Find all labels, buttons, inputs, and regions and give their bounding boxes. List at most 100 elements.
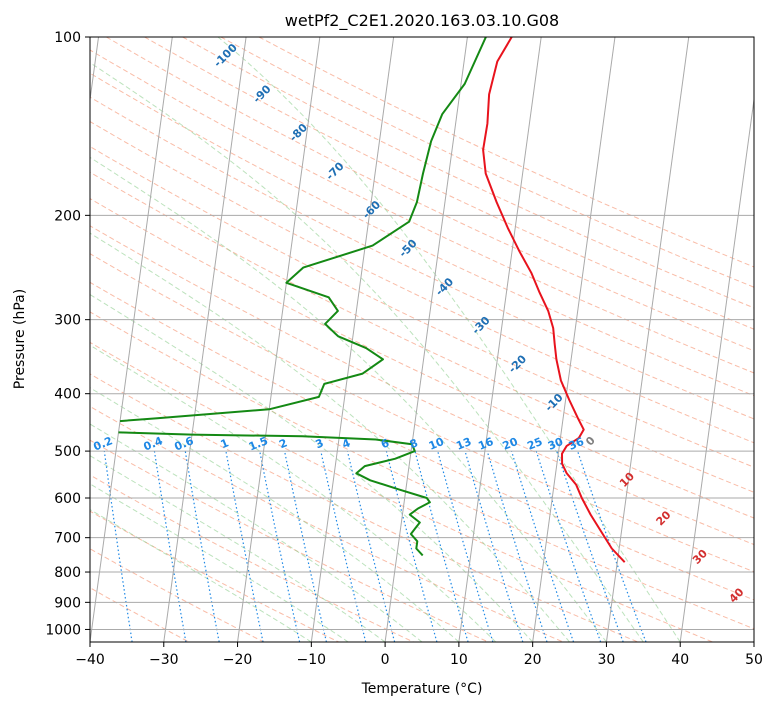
- moist-adiabat: [90, 293, 534, 642]
- y-tick-label: 1000: [45, 622, 81, 638]
- isotherm-line: [605, 37, 690, 642]
- y-tick-label: 600: [54, 491, 81, 507]
- x-tick-label: −20: [223, 652, 253, 668]
- mixing-ratio-label: 16: [476, 435, 495, 453]
- mixing-ratio-label: 6: [379, 436, 391, 451]
- profile-line-2: [119, 37, 487, 423]
- moist-adiabat: [90, 423, 423, 642]
- dry-adiabat: [90, 225, 754, 546]
- dry-adiabat: [90, 341, 715, 642]
- y-tick-label: 900: [54, 595, 81, 611]
- x-tick-label: 20: [524, 652, 542, 668]
- isotherm-label: -20: [506, 352, 529, 375]
- dry-adiabat: [220, 37, 754, 288]
- y-tick-label: 400: [54, 387, 81, 403]
- mixing-ratio-line: [103, 451, 133, 642]
- dry-adiabat: [90, 120, 754, 444]
- y-tick-label: 100: [54, 30, 81, 46]
- isotherm-line: [90, 37, 100, 104]
- moist-adiabat: [90, 62, 644, 642]
- isotherm-label: -10: [542, 391, 565, 414]
- profile-line-1: [482, 37, 626, 563]
- moist-adiabat: [217, 37, 681, 642]
- mixing-ratio-line: [510, 450, 575, 642]
- grid-lines: [90, 37, 754, 642]
- isotherm-label: -40: [433, 275, 456, 298]
- x-tick-label: 10: [450, 652, 468, 668]
- profile-lines: [118, 37, 626, 563]
- mixing-ratio-line: [320, 450, 367, 642]
- y-tick-label: 700: [54, 531, 81, 547]
- isotherm-label: -30: [469, 314, 492, 337]
- mixing-ratio-label: 10: [427, 435, 446, 453]
- mixing-ratio-line: [284, 450, 327, 642]
- dry-adiabat: [144, 37, 754, 330]
- mixing-ratio-label: 8: [408, 436, 420, 451]
- y-tick-label: 500: [54, 444, 81, 460]
- moist-adiabat: [90, 232, 570, 642]
- profile-line-3: [118, 431, 431, 557]
- mixing-ratio-line: [259, 450, 301, 642]
- isotherm-label: -90: [250, 82, 273, 105]
- mixing-ratio-label: 13: [454, 435, 473, 453]
- y-axis: 100 200 300 400 500 600 700 800 900 1000: [45, 30, 90, 638]
- moist-adiabat: [90, 455, 386, 642]
- mixing-ratio-line: [437, 450, 494, 642]
- x-tick-label: 50: [745, 652, 763, 668]
- isotherm-line: [310, 37, 395, 642]
- mixing-ratio-label: 3: [314, 436, 326, 451]
- x-tick-label: −10: [297, 652, 327, 668]
- plot-frame: [89, 36, 755, 643]
- mixing-ratio-line: [535, 450, 602, 642]
- dry-adiabat: [90, 171, 754, 493]
- x-tick-label: −30: [149, 652, 179, 668]
- mixing-ratio-line: [153, 451, 187, 642]
- dry-adiabat: [90, 145, 754, 468]
- mixing-ratio-line: [556, 450, 624, 642]
- mixing-ratio-line: [464, 450, 524, 642]
- mixing-ratio-label: 2: [277, 436, 289, 451]
- moist-adiabat: [90, 483, 349, 642]
- y-tick-label: 200: [54, 208, 81, 224]
- x-tick-label: 0: [381, 652, 390, 668]
- dry-adiabat: [90, 510, 340, 642]
- dry-adiabat: [90, 96, 754, 420]
- mixing-ratio-line: [225, 450, 264, 642]
- mixing-ratio-line: [577, 450, 647, 642]
- moist-adiabat: [90, 344, 497, 642]
- dry-adiabat: [90, 281, 754, 601]
- mixing-ratio-line: [414, 450, 469, 642]
- chart-title: wetPf2_C2E1.2020.163.03.10.G08: [285, 11, 559, 31]
- x-axis-title: Temperature (°C): [361, 681, 483, 697]
- isotherm-line: [458, 37, 542, 642]
- isotherm-label: -70: [323, 159, 346, 182]
- mixing-ratio-line: [184, 451, 220, 642]
- x-tick-label: 30: [598, 652, 616, 668]
- isotherm-line: [237, 37, 321, 642]
- moist-adiabat: [90, 387, 460, 642]
- y-tick-label: 800: [54, 565, 81, 581]
- y-tick-label: 300: [54, 313, 81, 329]
- mixing-ratio-label: 1: [219, 436, 231, 451]
- mixing-ratio-label: 25: [525, 435, 544, 453]
- x-axis: −40 −30 −20 −10 0 10 20 30 40 50: [75, 642, 763, 668]
- dry-adiabat: [182, 37, 754, 309]
- mixing-ratio-label: 36: [567, 435, 586, 453]
- isotherm-line: [384, 37, 468, 642]
- mixing-ratio-label: 30: [546, 435, 565, 453]
- isotherm-line: [532, 37, 616, 642]
- dry-adiabat: [90, 311, 754, 630]
- dry-adiabat: [106, 37, 754, 352]
- dry-adiabat: [90, 253, 754, 573]
- mixing-ratio-label: 20: [501, 435, 520, 453]
- isotherm-line: [753, 638, 754, 642]
- moist-adiabat: [90, 156, 607, 642]
- mixing-ratio-line: [385, 450, 438, 642]
- mixing-ratio-line: [486, 450, 548, 642]
- isotherm-label: -60: [360, 198, 383, 221]
- dry-adiabat: [90, 72, 754, 397]
- x-tick-label: −40: [75, 652, 105, 668]
- isotherm-label: -50: [396, 237, 419, 260]
- dry-adiabat: [90, 198, 754, 519]
